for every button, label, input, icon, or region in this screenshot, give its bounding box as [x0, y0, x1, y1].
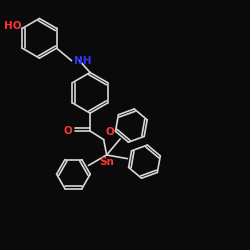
Text: HO: HO	[4, 21, 21, 31]
Text: O: O	[64, 126, 72, 136]
Text: O: O	[106, 127, 114, 137]
Text: Sn: Sn	[99, 157, 114, 167]
Text: NH: NH	[74, 56, 92, 66]
